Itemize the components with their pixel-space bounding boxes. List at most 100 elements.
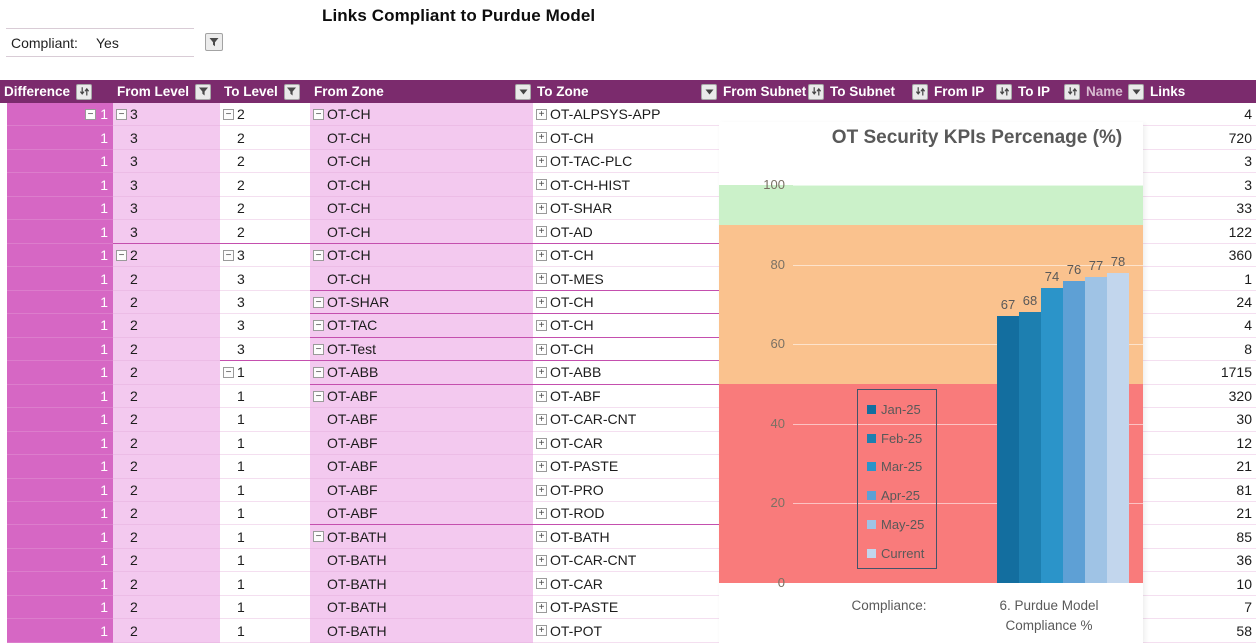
- cell-value: OT-CAR: [550, 434, 603, 451]
- cell-value: 3: [237, 340, 245, 357]
- cell-value: OT-AD: [550, 223, 593, 240]
- expand-button[interactable]: +: [536, 554, 547, 566]
- collapse-button[interactable]: −: [313, 531, 324, 543]
- expand-button[interactable]: +: [536, 273, 547, 285]
- cell-from-level: 2: [113, 361, 220, 385]
- from-zone-dropdown-button[interactable]: [515, 83, 531, 100]
- cell-value: 85: [1236, 528, 1252, 545]
- difference-sort-button[interactable]: [76, 83, 93, 100]
- cell-difference: 1: [0, 267, 113, 291]
- cell-from-zone: OT-CH: [310, 149, 533, 174]
- column-header-from-ip: From IP: [930, 80, 1014, 103]
- cell-difference: 1: [0, 196, 113, 221]
- expand-button[interactable]: +: [536, 461, 547, 473]
- expand-button[interactable]: +: [536, 109, 547, 120]
- cell-links: 58: [1146, 619, 1256, 643]
- cell-to-level: 3: [220, 337, 310, 362]
- cell-links: 320: [1146, 384, 1256, 409]
- expand-button[interactable]: +: [536, 179, 547, 191]
- expand-button[interactable]: +: [536, 320, 547, 332]
- expand-button[interactable]: +: [536, 226, 547, 238]
- collapse-button[interactable]: −: [313, 367, 324, 379]
- collapse-button[interactable]: −: [85, 109, 96, 120]
- cell-value: 1: [100, 434, 108, 451]
- cell-value: 58: [1236, 622, 1252, 639]
- from-subnet-sort-button[interactable]: [808, 83, 824, 100]
- expand-button[interactable]: +: [536, 296, 547, 308]
- expand-button[interactable]: +: [536, 367, 547, 379]
- expand-button[interactable]: +: [536, 390, 547, 402]
- column-header-label: From Zone: [314, 84, 384, 99]
- to-level-funnel-button[interactable]: [283, 83, 300, 100]
- bar-jan-25: [997, 316, 1019, 583]
- collapse-button[interactable]: −: [313, 343, 324, 355]
- cell-from-level: 2: [113, 384, 220, 409]
- y-axis-tick-label: 80: [770, 256, 785, 272]
- collapse-button[interactable]: −: [313, 320, 324, 332]
- cell-difference: 1: [0, 149, 113, 174]
- cell-to-zone: + OT-BATH: [533, 525, 719, 549]
- cell-value: 2: [130, 340, 138, 357]
- table-header: Difference From Level To Level From Zone To …: [0, 80, 1256, 103]
- expand-button[interactable]: +: [536, 625, 547, 637]
- column-header-label: Name: [1086, 84, 1123, 99]
- expand-button[interactable]: +: [536, 507, 547, 519]
- expand-button[interactable]: +: [536, 414, 547, 426]
- cell-value: 320: [1228, 387, 1252, 404]
- collapse-button[interactable]: −: [313, 390, 324, 402]
- expand-button[interactable]: +: [536, 343, 547, 355]
- legend-label: Mar-25: [881, 459, 923, 475]
- funnel-icon: [209, 38, 219, 47]
- from-level-funnel-button[interactable]: [195, 83, 212, 100]
- legend-label: Apr-25: [881, 488, 921, 504]
- cell-to-zone: + OT-CH: [533, 314, 719, 338]
- dropdown-arrow-icon: [705, 89, 713, 94]
- y-axis-tick-label: 20: [770, 495, 785, 511]
- expand-button[interactable]: +: [536, 202, 547, 214]
- expand-button[interactable]: +: [536, 484, 547, 496]
- cell-to-level: 3: [220, 314, 310, 338]
- bar-value-label: 68: [1022, 293, 1038, 309]
- expand-button[interactable]: +: [536, 578, 547, 590]
- legend-label: Jan-25: [881, 401, 921, 417]
- page-title: Links Compliant to Purdue Model: [322, 6, 596, 25]
- cell-to-level: 1: [220, 572, 310, 596]
- filter-label: Compliant:: [11, 34, 78, 51]
- legend-entry: Jan-25: [867, 395, 936, 424]
- to-ip-sort-button[interactable]: [1064, 83, 1080, 100]
- expand-button[interactable]: +: [536, 132, 547, 144]
- cell-to-zone: + OT-ROD: [533, 501, 719, 526]
- to-subnet-sort-button[interactable]: [912, 83, 928, 100]
- cell-value: 1: [100, 411, 108, 428]
- cell-value: OT-TAC: [327, 317, 378, 334]
- compliant-filter-button[interactable]: [205, 33, 223, 51]
- expand-button[interactable]: +: [536, 531, 547, 543]
- category-label: 6. Purdue Model Compliance %: [999, 598, 1099, 634]
- expand-button[interactable]: +: [536, 437, 547, 449]
- cell-to-zone: + OT-CAR: [533, 431, 719, 456]
- name-dropdown-button[interactable]: [1128, 83, 1144, 100]
- collapse-button[interactable]: −: [223, 249, 234, 261]
- gridline: [793, 583, 1143, 584]
- collapse-button[interactable]: −: [223, 109, 234, 120]
- cell-value: OT-PRO: [550, 481, 604, 498]
- cell-to-zone: + OT-ABF: [533, 384, 719, 409]
- collapse-button[interactable]: −: [313, 109, 324, 120]
- collapse-button[interactable]: −: [116, 249, 127, 261]
- cell-value: OT-BATH: [327, 599, 387, 616]
- expand-button[interactable]: +: [536, 249, 547, 261]
- collapse-button[interactable]: −: [313, 249, 324, 261]
- cell-to-zone: + OT-ABB: [533, 361, 719, 385]
- cell-from-level: 2: [113, 619, 220, 643]
- cell-value: OT-BATH: [550, 528, 610, 545]
- expand-button[interactable]: +: [536, 601, 547, 613]
- from-ip-sort-button[interactable]: [996, 83, 1012, 100]
- cell-from-level: 2: [113, 525, 220, 549]
- cell-links: 24: [1146, 290, 1256, 315]
- collapse-button[interactable]: −: [223, 367, 234, 379]
- to-zone-dropdown-button[interactable]: [701, 83, 717, 100]
- cell-value: OT-ABB: [327, 364, 379, 381]
- collapse-button[interactable]: −: [313, 296, 324, 308]
- expand-button[interactable]: +: [536, 155, 547, 167]
- collapse-button[interactable]: −: [116, 109, 127, 120]
